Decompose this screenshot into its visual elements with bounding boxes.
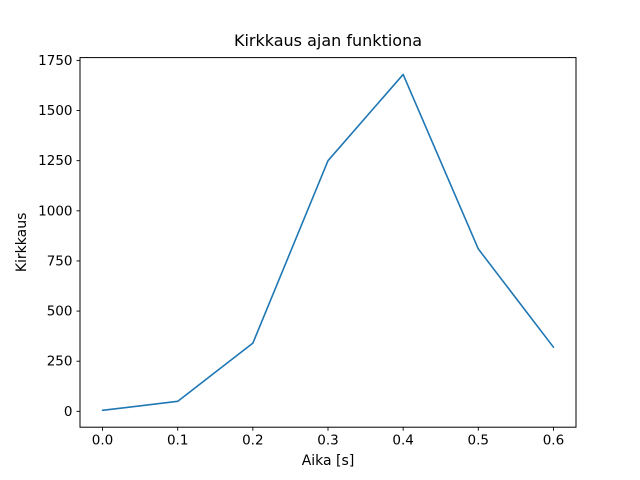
y-tick-label: 1750 bbox=[38, 53, 72, 69]
x-tick-label: 0.1 bbox=[167, 433, 188, 449]
plot-area bbox=[80, 57, 576, 428]
x-tick-label: 0.2 bbox=[242, 433, 263, 449]
y-tick-label: 1000 bbox=[38, 203, 72, 219]
y-tick-label: 750 bbox=[47, 253, 73, 269]
x-axis-label: Aika [s] bbox=[302, 453, 355, 469]
series-layer bbox=[101, 73, 555, 412]
y-tick-label: 500 bbox=[47, 304, 73, 320]
x-tick-label: 0.6 bbox=[543, 433, 564, 449]
y-axis-label: Kirkkaus bbox=[14, 213, 30, 273]
axes-frame bbox=[79, 57, 577, 428]
y-tick-label: 1500 bbox=[38, 103, 72, 119]
chart-title: Kirkkaus ajan funktiona bbox=[234, 31, 422, 50]
x-tick-label: 0.5 bbox=[468, 433, 489, 449]
data-line-series bbox=[101, 73, 555, 412]
y-tick-label: 250 bbox=[47, 354, 73, 370]
x-tick-label: 0.3 bbox=[317, 433, 338, 449]
x-tick-label: 0.0 bbox=[92, 433, 113, 449]
ticks-layer: 0.0 0.1 0.2 0.3 0.4 0.5 0.6 0 250 500 750 1000 1250 1… bbox=[38, 53, 564, 449]
x-tick-label: 0.4 bbox=[392, 433, 413, 449]
y-tick-label: 1250 bbox=[38, 153, 72, 169]
y-tick-label: 0 bbox=[64, 404, 73, 420]
